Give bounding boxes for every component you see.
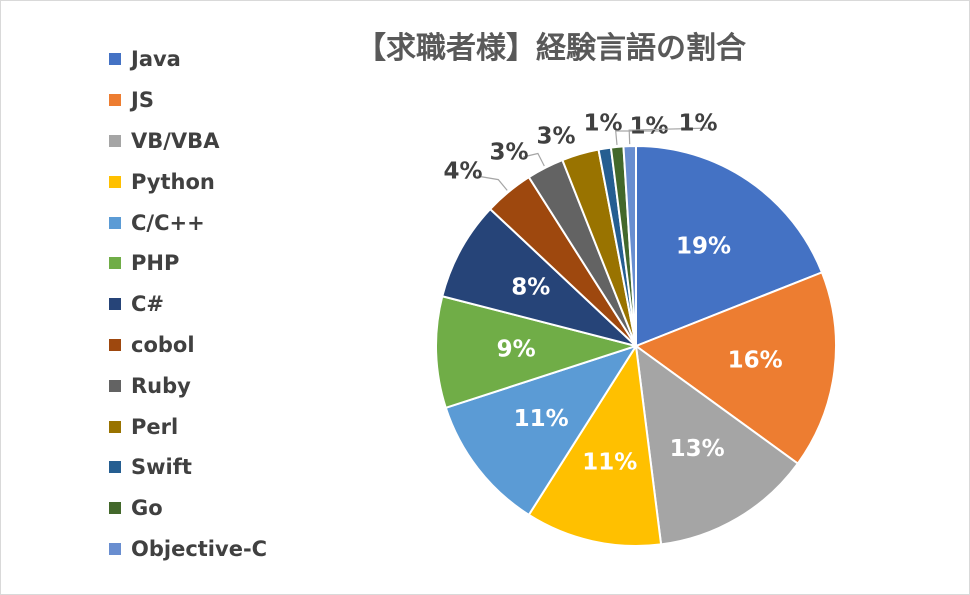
legend: Java JS VB/VBA Python C/C++ PHP C# cobol Ruby Per… xyxy=(109,39,267,569)
legend-label: cobol xyxy=(131,332,195,357)
legend-item-perl: Perl xyxy=(109,406,267,447)
legend-label: C# xyxy=(131,292,165,317)
legend-swatch xyxy=(109,379,121,392)
legend-item-php: PHP xyxy=(109,243,267,284)
data-label: 11% xyxy=(582,450,637,476)
data-label: 1% xyxy=(583,111,622,137)
legend-label: Ruby xyxy=(131,373,191,398)
legend-swatch xyxy=(109,542,121,555)
data-label: 4% xyxy=(443,159,482,185)
data-label: 3% xyxy=(536,124,575,150)
legend-item-cobol: cobol xyxy=(109,325,267,366)
legend-item-java: Java xyxy=(109,39,267,80)
pie-slice-php xyxy=(435,295,640,410)
legend-label: Java xyxy=(131,47,181,72)
data-label: 3% xyxy=(489,140,528,166)
legend-item-objective-c: Objective-C xyxy=(109,529,267,570)
legend-label: Go xyxy=(131,496,163,521)
data-label: 11% xyxy=(514,406,569,432)
data-label: 19% xyxy=(676,233,731,259)
legend-label: Perl xyxy=(131,414,179,439)
legend-label: Swift xyxy=(131,455,192,480)
legend-swatch xyxy=(109,257,121,270)
data-label: 1% xyxy=(629,114,668,140)
legend-label: C/C++ xyxy=(131,210,205,235)
legend-label: VB/VBA xyxy=(131,128,220,153)
legend-item-c: C# xyxy=(109,284,267,325)
data-label: 16% xyxy=(728,348,783,374)
pie-slice-java xyxy=(635,144,824,348)
data-label: 8% xyxy=(511,275,550,301)
pie-slice-vb-vba xyxy=(634,343,800,546)
chart-title: 【求職者様】経験言語の割合 xyxy=(356,31,746,66)
legend-swatch xyxy=(109,94,121,107)
legend-swatch xyxy=(109,134,121,147)
data-label: 1% xyxy=(678,111,717,137)
leader-line xyxy=(615,130,663,145)
leader-line xyxy=(628,127,713,145)
legend-item-python: Python xyxy=(109,161,267,202)
pie-slice-c xyxy=(441,207,637,347)
leader-line xyxy=(476,175,508,191)
data-label: 9% xyxy=(497,336,536,362)
legend-swatch xyxy=(109,502,121,515)
legend-item-c-c: C/C++ xyxy=(109,202,267,243)
legend-swatch xyxy=(109,53,121,66)
legend-label: Objective-C xyxy=(131,536,268,561)
legend-swatch xyxy=(109,461,121,474)
legend-item-swift: Swift xyxy=(109,447,267,488)
pie-slice-python xyxy=(527,343,663,547)
legend-label: PHP xyxy=(131,251,180,276)
legend-swatch xyxy=(109,420,121,433)
legend-item-js: JS xyxy=(109,80,267,121)
pie-slice-c-c xyxy=(444,344,639,517)
legend-item-ruby: Ruby xyxy=(109,365,267,406)
legend-swatch xyxy=(109,298,121,311)
data-label: 13% xyxy=(670,436,725,462)
legend-item-vb-vba: VB/VBA xyxy=(109,121,267,162)
legend-label: JS xyxy=(131,88,154,113)
legend-swatch xyxy=(109,338,121,351)
legend-item-go: Go xyxy=(109,488,267,529)
pie-slice-objective-c xyxy=(622,144,637,347)
leader-line xyxy=(522,152,545,167)
legend-swatch xyxy=(109,175,121,188)
pie-slice-js xyxy=(633,271,837,465)
legend-label: Python xyxy=(131,169,215,194)
legend-swatch xyxy=(109,216,121,229)
